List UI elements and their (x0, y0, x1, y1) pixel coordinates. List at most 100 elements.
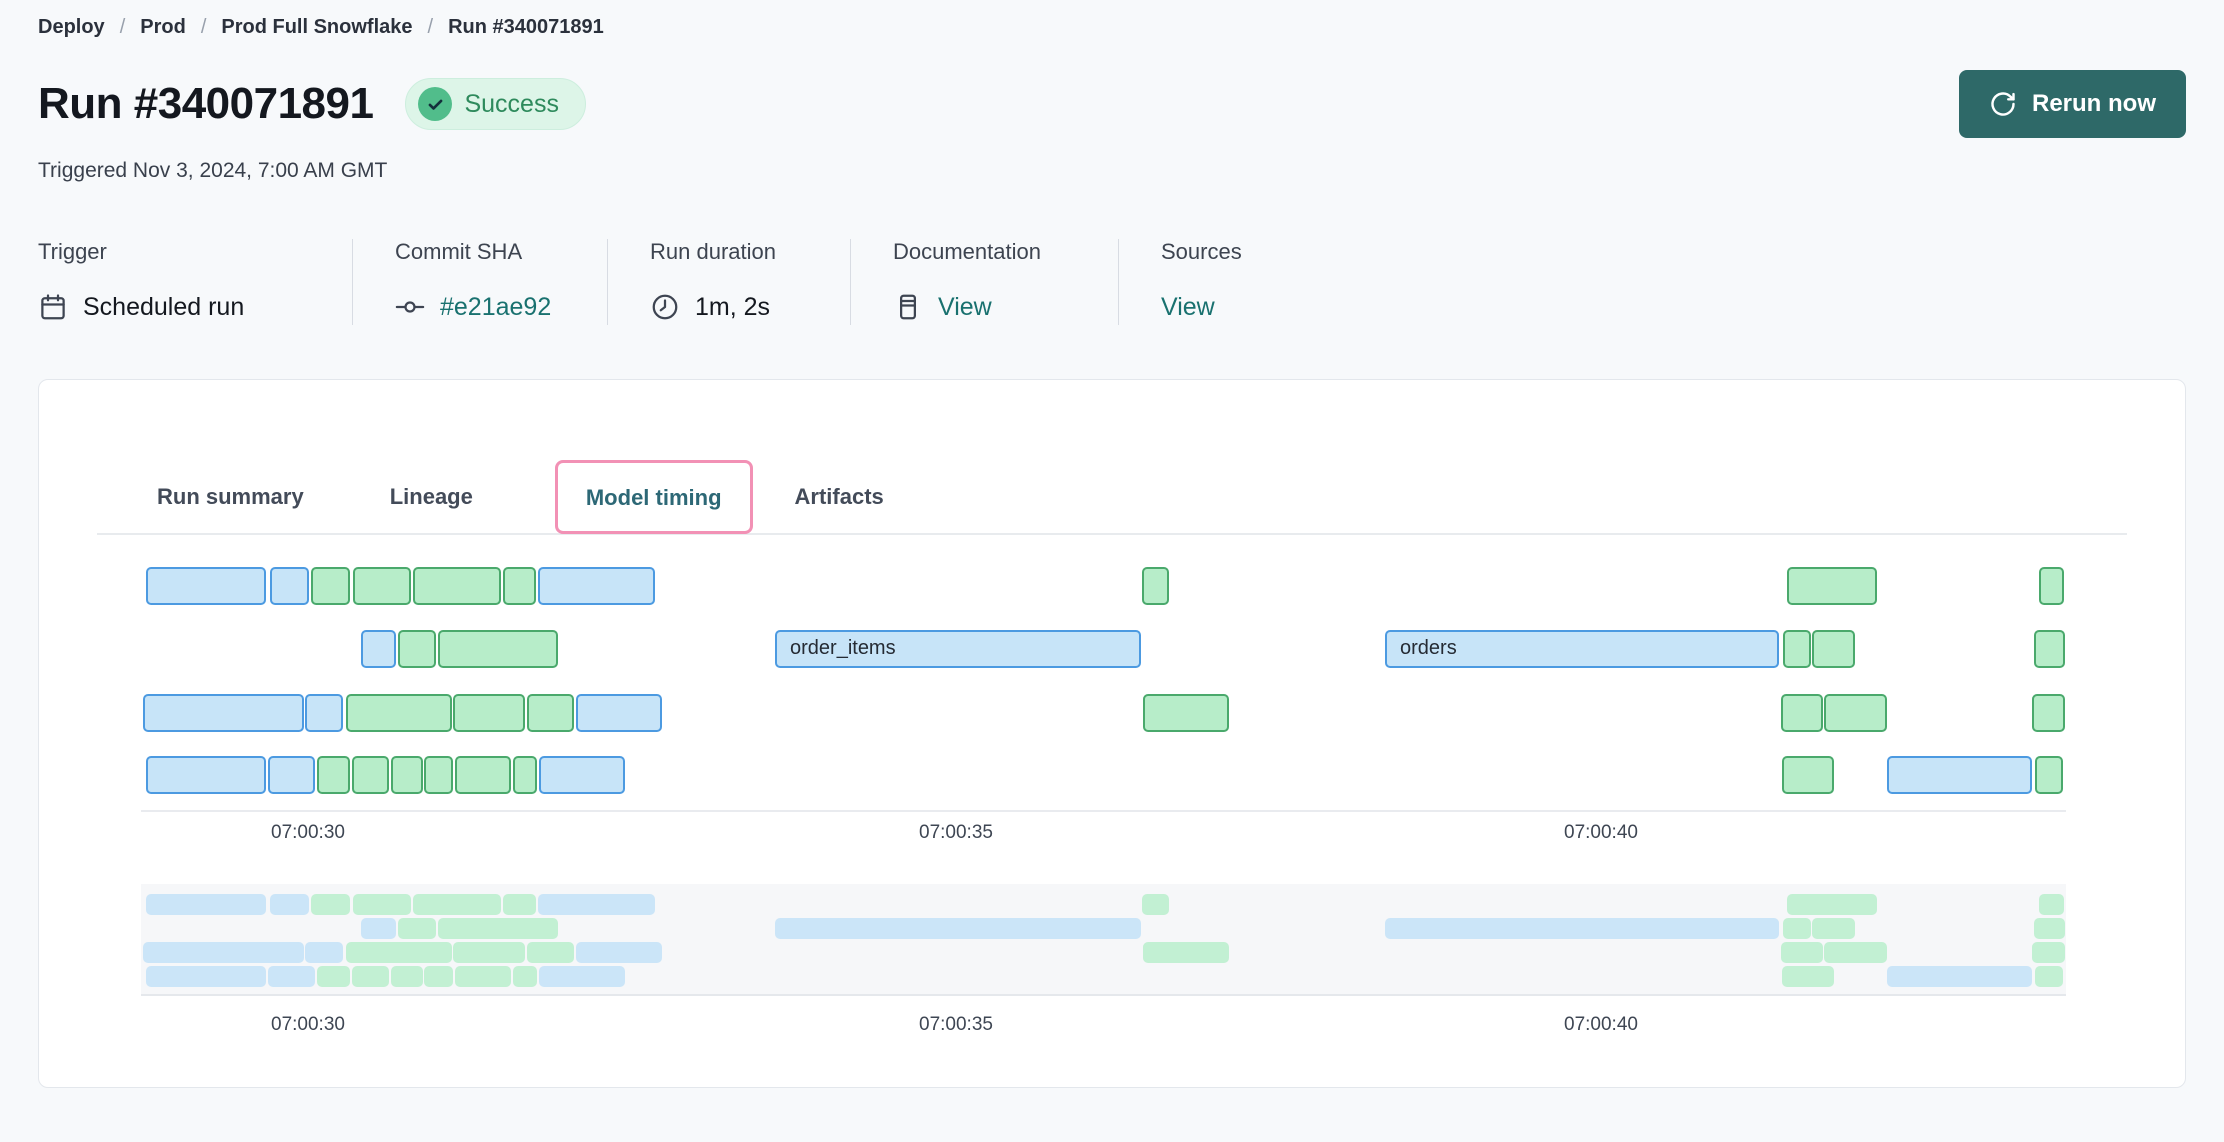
timing-bar[interactable] (270, 567, 309, 605)
meta-col-documentation: Documentation View (851, 239, 1119, 325)
timing-row (141, 694, 2066, 732)
model-timing-minimap[interactable] (141, 884, 2066, 996)
timing-bar[interactable] (317, 756, 350, 794)
timing-bar[interactable] (1782, 756, 1834, 794)
meta-col-commit-sha: Commit SHA #e21ae92 (353, 239, 608, 325)
timing-row: order_items orders (141, 630, 2066, 668)
meta-col-trigger: Trigger Scheduled run (38, 239, 353, 325)
documentation-link[interactable]: View (938, 292, 992, 321)
meta-label: Commit SHA (395, 239, 523, 264)
timing-bar[interactable] (503, 567, 536, 605)
timing-bar[interactable] (311, 567, 350, 605)
rerun-now-button[interactable]: Rerun now (1959, 70, 2186, 138)
clock-icon (650, 292, 680, 322)
minimap-bar (1782, 966, 1834, 987)
run-duration-value: 1m, 2s (695, 292, 771, 321)
status-badge-label: Success (464, 89, 559, 118)
timing-bar[interactable] (513, 756, 537, 794)
breadcrumb-item-prod-full-snowflake[interactable]: Prod Full Snowflake (221, 16, 413, 38)
tab-lineage[interactable]: Lineage (389, 484, 473, 509)
sources-link[interactable]: View (1161, 292, 1215, 321)
timing-bar[interactable] (455, 756, 511, 794)
timing-bar[interactable] (2034, 630, 2065, 668)
timing-bar[interactable] (1781, 694, 1823, 732)
minimap-bar (146, 894, 266, 915)
minimap-bar (424, 966, 453, 987)
tab-run-summary[interactable]: Run summary (157, 484, 304, 509)
minimap-row (141, 894, 2066, 915)
timing-bar[interactable] (391, 756, 423, 794)
minimap-tick-label: 07:00:35 (919, 1014, 993, 1035)
minimap-bar (268, 966, 315, 987)
minimap-bar (311, 894, 350, 915)
model-timing-chart: order_items orders 07:00:30 07:00:35 07:00:4… (141, 567, 2066, 1067)
timing-bar[interactable] (1783, 630, 1811, 668)
minimap-bar (1812, 918, 1855, 939)
timing-bar-label: orders (1400, 637, 1457, 659)
timing-bar[interactable] (1812, 630, 1855, 668)
meta-label: Sources (1161, 239, 1242, 264)
minimap-bar (539, 966, 625, 987)
timing-bar[interactable] (453, 694, 525, 732)
minimap-bar (527, 942, 574, 963)
timing-bar[interactable] (438, 630, 558, 668)
timing-bar[interactable] (2039, 567, 2064, 605)
time-axis (141, 810, 2066, 812)
timing-bar[interactable] (413, 567, 501, 605)
timing-bar[interactable] (538, 567, 655, 605)
minimap-bar (346, 942, 452, 963)
minimap-bar (2032, 942, 2065, 963)
breadcrumb-item-deploy[interactable]: Deploy (38, 16, 105, 38)
check-circle-icon (418, 87, 453, 121)
timing-bar[interactable] (576, 694, 662, 732)
minimap-bar (413, 894, 501, 915)
timing-bar[interactable] (2035, 756, 2063, 794)
timing-bar[interactable] (361, 630, 396, 668)
timing-bar[interactable] (1887, 756, 2032, 794)
minimap-tick-label: 07:00:30 (271, 1014, 345, 1035)
timing-bar[interactable] (146, 756, 266, 794)
minimap-bar (146, 966, 266, 987)
tab-bar: Run summary Lineage Model timing Artifacts (97, 460, 2127, 535)
axis-tick-label: 07:00:40 (1564, 822, 1638, 843)
breadcrumb-item-run-340071891: Run #340071891 (448, 16, 604, 38)
timing-bar[interactable] (305, 694, 343, 732)
breadcrumb-separator: / (427, 16, 434, 38)
timing-bar[interactable] (146, 567, 266, 605)
timing-bar[interactable] (143, 694, 304, 732)
minimap-bar (353, 894, 411, 915)
timing-bar[interactable] (1824, 694, 1887, 732)
timing-bar[interactable] (398, 630, 436, 668)
timing-bar[interactable] (424, 756, 453, 794)
breadcrumb-item-prod[interactable]: Prod (140, 16, 186, 38)
timing-bar[interactable] (346, 694, 452, 732)
minimap-bar (305, 942, 343, 963)
timing-bar[interactable] (1143, 694, 1229, 732)
tab-model-timing[interactable]: Model timing (554, 460, 753, 534)
rerun-label: Rerun now (2032, 90, 2156, 117)
minimap-bar (352, 966, 389, 987)
timing-bar[interactable] (1787, 567, 1877, 605)
minimap-row (141, 966, 2066, 987)
meta-label: Run duration (650, 239, 776, 264)
timing-bar-order-items[interactable]: order_items (775, 630, 1141, 668)
meta-value: 1m, 2s (650, 289, 850, 325)
meta-value: View (893, 289, 1118, 325)
minimap-bar (1887, 966, 2032, 987)
timing-bar[interactable] (353, 567, 411, 605)
tab-artifacts[interactable]: Artifacts (794, 484, 884, 509)
minimap-bar (2034, 918, 2065, 939)
meta-value: #e21ae92 (395, 289, 607, 325)
commit-sha-link[interactable]: #e21ae92 (440, 292, 552, 321)
meta-col-run-duration: Run duration 1m, 2s (608, 239, 851, 325)
axis-tick-label: 07:00:35 (919, 822, 993, 843)
timing-bar[interactable] (268, 756, 315, 794)
timing-bar[interactable] (352, 756, 389, 794)
timing-bar-orders[interactable]: orders (1385, 630, 1779, 668)
timing-bar[interactable] (2032, 694, 2065, 732)
timing-bar[interactable] (527, 694, 574, 732)
minimap-bar (775, 918, 1141, 939)
timing-bar[interactable] (539, 756, 625, 794)
minimap-bar (143, 942, 304, 963)
timing-bar[interactable] (1142, 567, 1169, 605)
